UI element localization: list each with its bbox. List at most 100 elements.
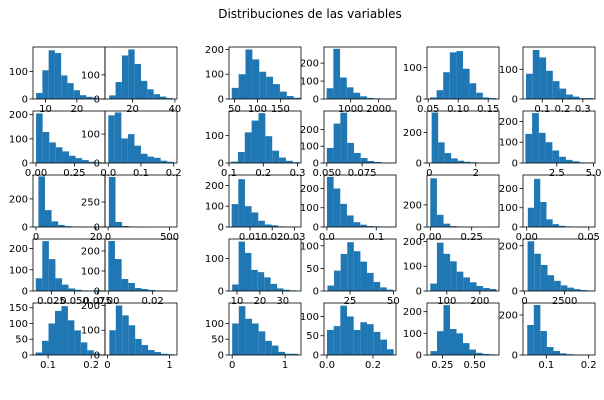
histogram-bar [114, 259, 122, 291]
y-tick-label: 100 [300, 142, 319, 153]
y-tick-label: 100 [81, 326, 100, 337]
histogram-bar [387, 349, 394, 355]
x-tick-label: 2500 [552, 296, 577, 307]
y-tick-label: 200 [499, 311, 518, 322]
y-tick-label: 200 [499, 184, 518, 195]
x-tick-label: 0.05 [417, 104, 439, 115]
y-tick-label: 250 [81, 198, 100, 209]
histogram-bar [449, 329, 457, 355]
histogram-bar [463, 277, 470, 291]
histogram-bar [444, 153, 452, 163]
histogram-bar [353, 329, 361, 355]
x-tick-label: 20 [90, 232, 103, 243]
histogram-bar [278, 351, 286, 355]
y-tick-label: 0 [218, 223, 224, 234]
x-tick-label: 200 [470, 296, 489, 307]
histogram-bar [252, 59, 260, 99]
histogram-bar [469, 349, 477, 355]
y-tick-label: 0 [313, 223, 319, 234]
x-tick-label: 0.00 [97, 296, 119, 307]
y-tick-label: 0 [218, 159, 224, 170]
y-tick-label: 200 [81, 247, 100, 258]
y-tick-label: 100 [499, 65, 518, 76]
y-tick-label: 0 [218, 95, 224, 106]
histogram-bar [141, 80, 148, 99]
histogram-bar [42, 241, 49, 291]
x-tick-label: 0.05 [578, 232, 600, 243]
histogram-bar [333, 48, 341, 99]
histogram-bar [67, 320, 75, 355]
histogram-bar [526, 73, 533, 99]
subplot-29: 0.25 0.50 0 100 200 [403, 302, 500, 371]
histogram-bar [49, 142, 56, 163]
y-tick-label: 100 [403, 262, 422, 273]
y-tick-label: 100 [81, 130, 100, 141]
x-tick-label: 0.2 [83, 360, 99, 371]
x-tick-label: 1000 [338, 104, 363, 115]
histogram-bar [251, 212, 259, 227]
y-tick-label: 200 [499, 241, 518, 252]
subplot-12: 2.5 5.0 0 100 200 [499, 110, 601, 179]
histogram-bar [566, 94, 573, 99]
x-tick-label: 25 [344, 296, 357, 307]
histogram-bar [552, 150, 560, 163]
x-tick-label: 0.15 [477, 104, 499, 115]
histogram-bar [154, 157, 161, 163]
histogram-bar [141, 153, 148, 163]
histogram-bar [134, 145, 141, 163]
x-tick-label: 0.1 [534, 104, 550, 115]
histogram-bar [147, 156, 155, 163]
histogram-bar [75, 289, 82, 291]
x-tick-label: 500 [160, 232, 179, 243]
histogram-bar [567, 287, 575, 291]
x-tick-label: 0 [104, 360, 110, 371]
y-tick-label: 200 [9, 244, 28, 255]
histogram-bar [476, 352, 483, 355]
histogram-bar [560, 285, 568, 291]
histogram-bar [35, 352, 43, 355]
subplot-4: 1000 2000 0 100 200 [300, 46, 397, 115]
histogram-bar [42, 132, 50, 163]
histogram-bar [572, 161, 580, 163]
histogram-bar [86, 96, 93, 99]
histogram-bar [436, 90, 444, 99]
histogram-bar [546, 219, 553, 227]
histogram-bar [367, 272, 374, 291]
histogram-bar [347, 242, 354, 291]
subplot-15: 0.01 0.02 0.03 0 100 200 [205, 174, 305, 243]
histogram-bar [360, 322, 368, 355]
axes-frame [228, 238, 302, 292]
subplot-6: 0.1 0.2 0.3 0 100 [499, 46, 596, 115]
y-tick-label: 0 [218, 351, 224, 362]
histogram-bar [48, 323, 55, 355]
histogram-bar [333, 326, 341, 355]
histogram-bar [285, 160, 293, 163]
histogram-bar [538, 132, 546, 163]
y-tick-label: 200 [81, 301, 100, 312]
y-tick-label: 200 [9, 110, 28, 121]
histogram-bar [238, 74, 246, 99]
histogram-bar [148, 350, 155, 355]
histogram-bar [238, 241, 245, 291]
y-tick-label: 0 [313, 351, 319, 362]
x-tick-label: 0.0 [319, 360, 335, 371]
y-tick-label: 100 [499, 203, 518, 214]
histogram-bar [347, 316, 354, 355]
y-tick-label: 0 [512, 159, 518, 170]
histogram-bar [579, 98, 587, 99]
axes-frame [522, 110, 596, 164]
x-tick-label: 0.00 [516, 232, 538, 243]
x-tick-label: 0 [33, 232, 39, 243]
y-tick-label: 100 [205, 70, 224, 81]
histogram-bar [532, 113, 539, 163]
histogram-bar [121, 55, 129, 99]
histogram-bar [279, 91, 287, 99]
axes-frame [426, 302, 500, 356]
axes-frame [104, 302, 178, 356]
histogram-bar [451, 158, 458, 163]
histogram-bar [54, 53, 62, 99]
x-tick-label: 100 [437, 296, 456, 307]
y-tick-label: 100 [205, 319, 224, 330]
